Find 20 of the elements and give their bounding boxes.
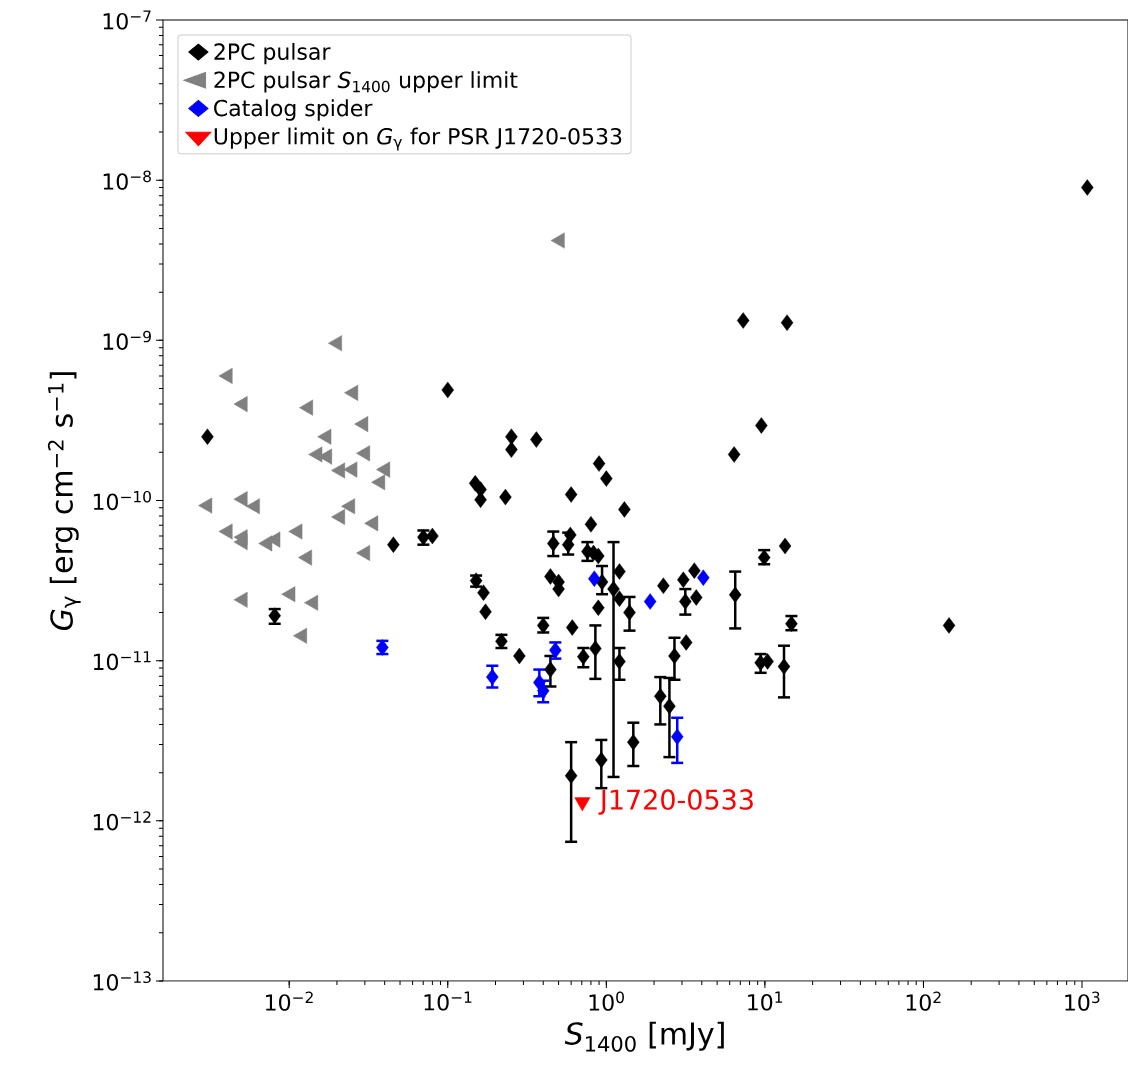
y-tick-label: 10$^{−9}$ — [103, 330, 151, 350]
y-tick-label: 10$^{−10}$ — [93, 490, 151, 511]
y-tick-label: 10$^{−7}$ — [103, 10, 151, 30]
x-tick-label: 10$^{3}$ — [1065, 991, 1100, 1011]
legend-label: 2PC pulsar — [214, 42, 331, 65]
x-tick-label: 10$^{1}$ — [748, 991, 783, 1011]
legend-label: 2PC pulsar S$_{1400}$ upper limit — [214, 71, 518, 93]
legend-label: Upper limit on G$_{γ}$ for PSR J1720-0533 — [214, 127, 622, 151]
y-axis-title: G$_{γ}$ [erg cm$^{−2}$ s$^{−1}$] — [47, 372, 81, 631]
y-tick-label: 10$^{−13}$ — [93, 971, 151, 991]
annotation: J1720-0533 — [598, 789, 753, 815]
x-tick-label: 10$^{−2}$ — [266, 991, 313, 1011]
y-tick-label: 10$^{−8}$ — [103, 170, 151, 190]
x-tick-label: 10$^{0}$ — [589, 991, 624, 1011]
y-tick-label: 10$^{−12}$ — [93, 811, 151, 831]
x-axis-title: S$_{1400}$ [mJy] — [564, 1021, 724, 1052]
y-tick-label: 10$^{−11}$ — [93, 651, 151, 671]
x-tick-label: 10$^{2}$ — [906, 991, 941, 1011]
x-tick-label: 10$^{−1}$ — [424, 991, 472, 1011]
legend-label: Catalog spider — [214, 99, 373, 121]
